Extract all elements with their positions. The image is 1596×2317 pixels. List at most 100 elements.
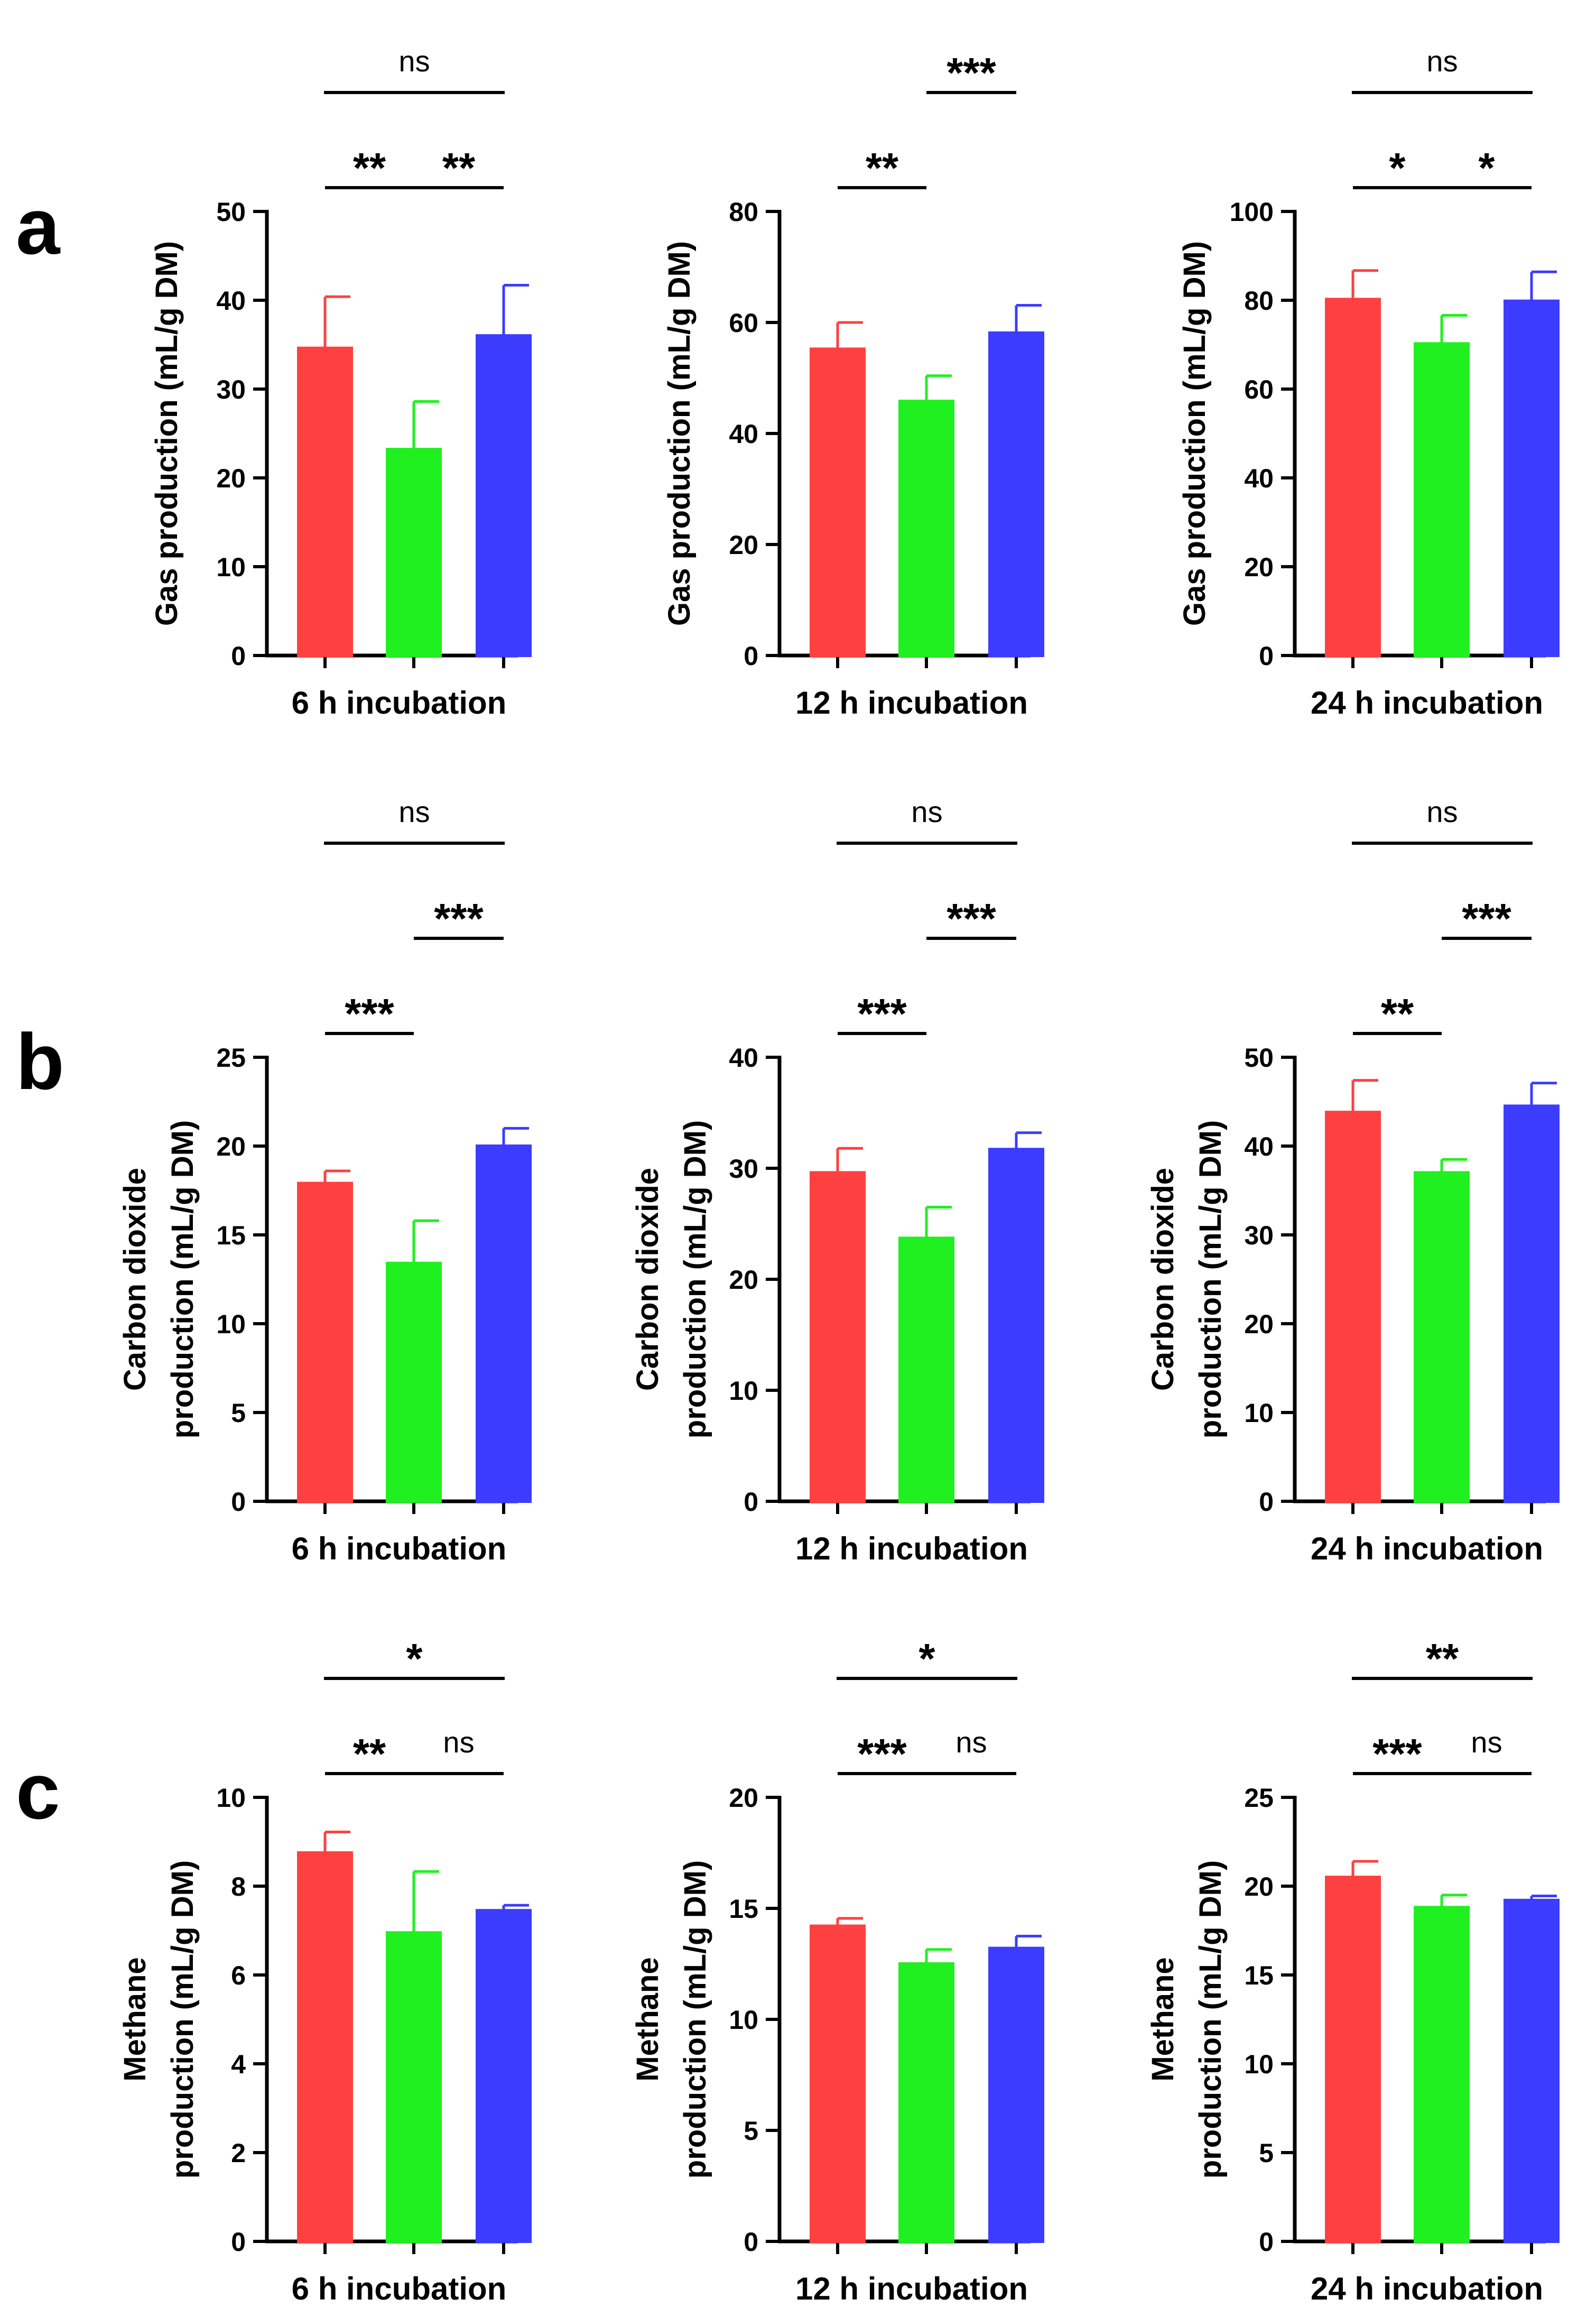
bar xyxy=(988,331,1044,657)
y-tick-label: 80 xyxy=(729,197,758,227)
significance-label: *** xyxy=(1462,895,1511,942)
significance-label: *** xyxy=(434,895,484,942)
y-tick-label: 15 xyxy=(1244,1961,1274,1990)
y-tick-label: 50 xyxy=(1244,1043,1274,1073)
bar xyxy=(1325,1111,1381,1503)
y-tick-label: 15 xyxy=(216,1221,246,1250)
x-axis-label: 24 h incubation xyxy=(1311,685,1543,721)
y-tick-label: 50 xyxy=(216,197,246,227)
bar xyxy=(898,1962,954,2243)
significance-label: ** xyxy=(1381,990,1414,1037)
y-tick-label: 0 xyxy=(1259,1487,1274,1517)
significance-label: * xyxy=(1389,144,1406,191)
y-tick-label: 5 xyxy=(231,1398,246,1428)
bar xyxy=(810,1924,866,2244)
significance-label: ** xyxy=(866,144,899,191)
significance-label: ** xyxy=(1426,1635,1459,1682)
y-tick-label: 0 xyxy=(231,1487,246,1517)
y-tick-label: 20 xyxy=(1244,552,1274,582)
chart-r0-c2: 0 20 40 60 80 100 * * ns Gas production (mL/g DM)… xyxy=(1177,44,1560,721)
y-axis-title: Methane xyxy=(118,1957,152,2081)
significance-label: * xyxy=(406,1635,423,1682)
y-axis-title: Carbon dioxide xyxy=(1146,1168,1180,1391)
y-tick-label: 2 xyxy=(231,2138,246,2168)
y-axis-title: production (mL/g DM) xyxy=(678,1860,712,2178)
y-tick-label: 8 xyxy=(231,1872,246,1901)
bar xyxy=(386,1931,442,2243)
y-tick-label: 15 xyxy=(729,1894,758,1924)
y-axis-title: Gas production (mL/g DM) xyxy=(150,241,184,626)
significance-label: ns xyxy=(1426,44,1458,78)
y-tick-label: 6 xyxy=(231,1961,246,1990)
significance-label: ns xyxy=(955,1725,987,1759)
x-axis-label: 6 h incubation xyxy=(292,2271,507,2306)
bar xyxy=(1414,1906,1470,2244)
significance-label: ** xyxy=(353,144,386,191)
y-tick-label: 20 xyxy=(729,1265,758,1295)
y-axis-title: Carbon dioxide xyxy=(118,1168,152,1391)
significance-label: ns xyxy=(1426,795,1458,828)
bar xyxy=(297,1181,353,1503)
y-tick-label: 0 xyxy=(1259,2227,1274,2257)
bar xyxy=(386,1261,442,1503)
y-tick-label: 20 xyxy=(1244,1309,1274,1339)
y-axis-title: production (mL/g DM) xyxy=(165,1120,200,1438)
x-axis-label: 12 h incubation xyxy=(795,2271,1028,2306)
y-tick-label: 10 xyxy=(216,1309,246,1339)
bar xyxy=(1504,299,1560,657)
y-tick-label: 10 xyxy=(729,2005,758,2035)
bar xyxy=(810,1171,866,1503)
bar xyxy=(1325,298,1381,657)
x-axis-label: 24 h incubation xyxy=(1311,2271,1543,2306)
significance-label: ns xyxy=(911,795,942,828)
y-tick-label: 10 xyxy=(216,1783,246,1813)
y-axis-title: production (mL/g DM) xyxy=(1193,1120,1228,1438)
y-tick-label: 40 xyxy=(729,1043,758,1073)
significance-label: *** xyxy=(857,1730,907,1777)
y-tick-label: 40 xyxy=(216,286,246,316)
bar xyxy=(898,1236,954,1503)
significance-label: *** xyxy=(857,990,907,1037)
bar xyxy=(1414,342,1470,657)
y-tick-label: 10 xyxy=(1244,2050,1274,2079)
y-tick-label: 10 xyxy=(1244,1398,1274,1428)
chart-r0-c0: 0 10 20 30 40 50 ** ** ns Gas production (mL/g DM… xyxy=(150,44,532,721)
y-tick-label: 0 xyxy=(744,641,758,671)
y-tick-label: 20 xyxy=(729,1783,758,1813)
y-tick-label: 40 xyxy=(729,419,758,449)
y-tick-label: 20 xyxy=(216,1132,246,1161)
y-tick-label: 4 xyxy=(231,2050,246,2079)
bar xyxy=(810,347,866,657)
y-tick-label: 25 xyxy=(216,1043,246,1073)
bar xyxy=(476,1144,532,1503)
x-axis-label: 12 h incubation xyxy=(795,1531,1028,1566)
significance-label: ns xyxy=(443,1725,474,1759)
significance-label: ** xyxy=(442,144,476,191)
y-tick-label: 0 xyxy=(231,641,246,671)
bar xyxy=(1414,1171,1470,1503)
y-tick-label: 10 xyxy=(729,1376,758,1406)
chart-r1-c1: 0 10 20 30 40 *** *** ns Carbon dioxide productio… xyxy=(630,795,1044,1566)
bar xyxy=(988,1946,1044,2244)
y-axis-title: Gas production (mL/g DM) xyxy=(1177,241,1212,626)
significance-label: * xyxy=(918,1635,935,1682)
y-axis-title: Methane xyxy=(630,1957,665,2081)
significance-label: * xyxy=(1478,144,1495,191)
y-tick-label: 0 xyxy=(231,2227,246,2257)
panel-letter-a: a xyxy=(16,182,61,271)
significance-label: ns xyxy=(398,795,430,828)
bar xyxy=(1504,1898,1560,2243)
y-tick-label: 0 xyxy=(1259,641,1274,671)
y-tick-label: 25 xyxy=(1244,1783,1274,1813)
chart-r2-c2: 0 5 10 15 20 25 *** ns ** Methane production (mL/g… xyxy=(1146,1635,1560,2306)
significance-label: *** xyxy=(345,990,394,1037)
bar xyxy=(476,1909,532,2243)
y-tick-label: 100 xyxy=(1230,197,1274,227)
y-tick-label: 30 xyxy=(729,1154,758,1184)
bar xyxy=(386,448,442,657)
x-axis-label: 12 h incubation xyxy=(795,685,1028,721)
y-axis-title: production (mL/g DM) xyxy=(678,1120,712,1438)
significance-label: *** xyxy=(947,895,996,942)
